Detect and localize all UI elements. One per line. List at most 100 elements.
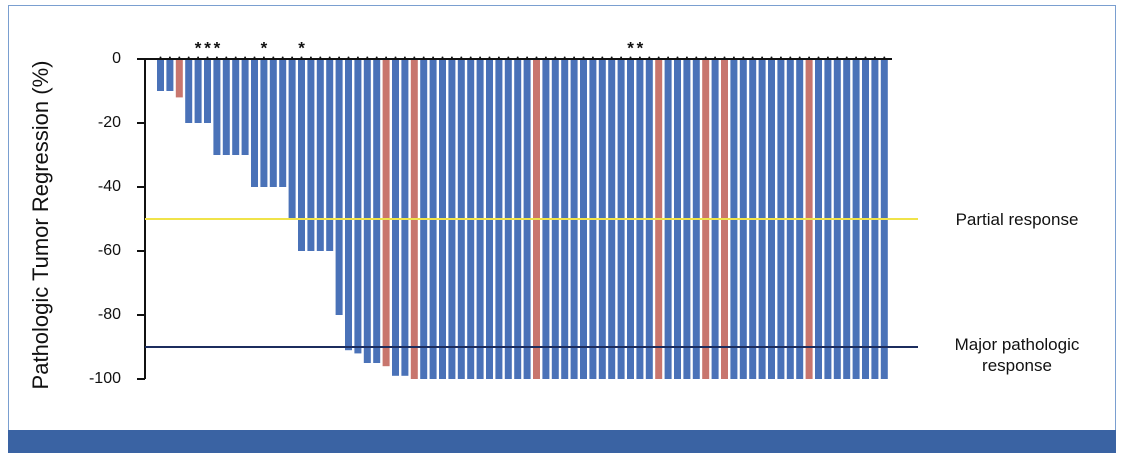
zero-dot (855, 56, 858, 59)
bar (363, 59, 371, 363)
zero-dot (469, 56, 472, 59)
zero-dot (648, 56, 651, 59)
zero-dot (798, 56, 801, 59)
zero-dot (168, 56, 171, 59)
zero-dot (206, 56, 209, 59)
zero-dot (516, 56, 519, 59)
bar (222, 59, 230, 155)
zero-dot (544, 56, 547, 59)
zero-dot (460, 56, 463, 59)
y-tick-label: -20 (98, 114, 121, 131)
bar (335, 59, 343, 315)
zero-dot (789, 56, 792, 59)
zero-dot (244, 56, 247, 59)
y-tick-label: -80 (98, 306, 121, 323)
zero-dot (723, 56, 726, 59)
zero-dot (479, 56, 482, 59)
bar (175, 59, 183, 98)
zero-dot (291, 56, 294, 59)
zero-dot (742, 56, 745, 59)
zero-dot (197, 56, 200, 59)
zero-dot (366, 56, 369, 59)
reference-label: Partial response (955, 210, 1079, 229)
bar-marker: * (204, 38, 211, 57)
zero-dot (432, 56, 435, 59)
zero-dot (845, 56, 848, 59)
zero-dot (610, 56, 613, 59)
zero-dot (620, 56, 623, 59)
zero-dot (328, 56, 331, 59)
zero-dot (178, 56, 181, 59)
bar-marker: * (261, 38, 268, 57)
bar (326, 59, 334, 251)
bar (392, 59, 399, 376)
zero-dot (215, 56, 218, 59)
zero-dot (732, 56, 735, 59)
bar (157, 59, 164, 91)
zero-dot (403, 56, 406, 59)
bar (345, 59, 352, 351)
zero-dot (319, 56, 322, 59)
zero-dot (751, 56, 754, 59)
zero-dot (347, 56, 350, 59)
bar (260, 59, 268, 187)
y-tick-label: -40 (98, 178, 121, 195)
bar (213, 59, 221, 155)
zero-dot (262, 56, 265, 59)
zero-dot (638, 56, 641, 59)
zero-dot (817, 56, 820, 59)
bar (269, 59, 277, 187)
zero-dot (836, 56, 839, 59)
zero-dot (450, 56, 453, 59)
zero-dot (422, 56, 425, 59)
zero-dot (253, 56, 256, 59)
bar (251, 59, 258, 187)
zero-dot (535, 56, 538, 59)
zero-dot (309, 56, 312, 59)
bar-marker: * (214, 38, 221, 57)
zero-dot (488, 56, 491, 59)
y-axis-label: Pathologic Tumor Regression (%) (28, 61, 53, 390)
zero-dot (761, 56, 764, 59)
zero-dot (385, 56, 388, 59)
zero-dot (441, 56, 444, 59)
y-tick-label: -100 (89, 370, 121, 387)
zero-dot (873, 56, 876, 59)
zero-dot (563, 56, 566, 59)
zero-dot (770, 56, 773, 59)
bar-marker: * (637, 38, 644, 57)
bar (401, 59, 409, 376)
zero-dot (657, 56, 660, 59)
zero-dot (808, 56, 811, 59)
zero-dot (375, 56, 378, 59)
zero-dot (554, 56, 557, 59)
zero-dot (281, 56, 284, 59)
zero-dot (573, 56, 576, 59)
bar (279, 59, 287, 187)
y-tick-label: -60 (98, 242, 121, 259)
zero-dot (714, 56, 717, 59)
zero-dot (413, 56, 416, 59)
zero-dot (582, 56, 585, 59)
zero-dot (507, 56, 510, 59)
bar (373, 59, 381, 363)
bar (354, 59, 362, 354)
bar-marker: * (298, 38, 305, 57)
zero-dot (676, 56, 679, 59)
zero-dot (629, 56, 632, 59)
bar (194, 59, 202, 123)
zero-dot (591, 56, 594, 59)
zero-dot (338, 56, 341, 59)
zero-dot (779, 56, 782, 59)
zero-dot (667, 56, 670, 59)
reference-label: Major pathologic response (954, 335, 1080, 375)
bar (241, 59, 249, 155)
bar (298, 59, 305, 251)
footer-band (8, 430, 1116, 453)
zero-dot (601, 56, 604, 59)
zero-dot (704, 56, 707, 59)
bar (166, 59, 174, 91)
zero-dot (272, 56, 275, 59)
